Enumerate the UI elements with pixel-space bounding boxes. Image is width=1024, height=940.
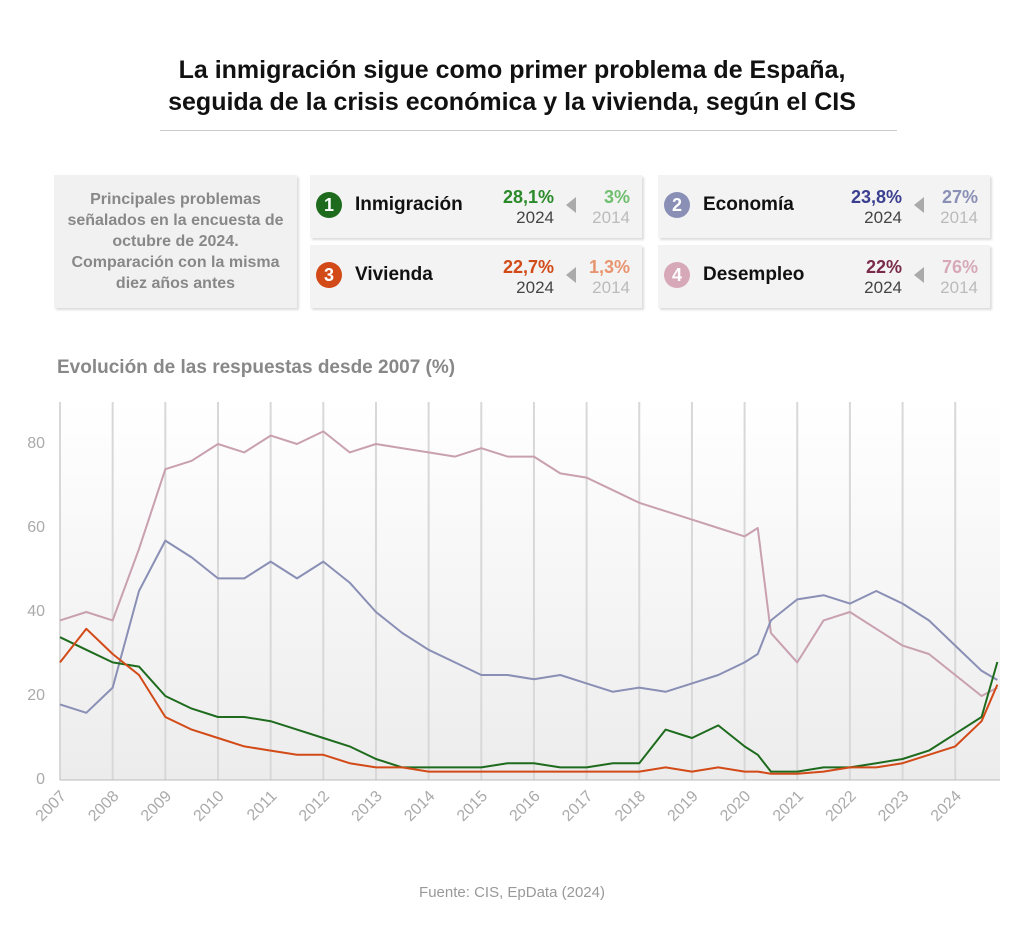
summary-card: 2 Economía 23,8% 2024 27% 2014 xyxy=(658,175,990,238)
current-value: 22,7% xyxy=(502,257,554,277)
current-value: 22% xyxy=(865,257,902,277)
previous-value: 76% xyxy=(941,257,978,277)
problem-name: Economía xyxy=(703,194,794,215)
x-tick-label: 2019 xyxy=(665,788,702,825)
problem-name: Desempleo xyxy=(703,264,805,285)
x-tick-label: 2021 xyxy=(770,788,807,825)
previous-year: 2014 xyxy=(940,278,978,297)
previous-year: 2014 xyxy=(592,208,630,227)
current-year: 2024 xyxy=(864,278,902,297)
summary-card: 4 Desempleo 22% 2024 76% 2014 xyxy=(658,245,990,308)
previous-year: 2014 xyxy=(940,208,978,227)
current-year: 2024 xyxy=(864,208,902,227)
arrow-icon xyxy=(566,197,576,213)
source: Fuente: CIS, EpData (2024) xyxy=(419,884,605,901)
x-tick-label: 2012 xyxy=(296,788,333,825)
y-tick-label: 20 xyxy=(27,687,45,704)
series-line xyxy=(59,627,999,775)
x-tick-label: 2009 xyxy=(138,788,175,825)
x-tick-label: 2008 xyxy=(85,788,122,825)
series-line xyxy=(59,430,998,697)
arrow-icon xyxy=(914,197,924,213)
y-tick-label: 80 xyxy=(27,435,45,452)
x-tick-label: 2017 xyxy=(559,788,596,825)
x-tick-label: 2010 xyxy=(191,788,228,825)
intro-text: Principales problemas señalados en la en… xyxy=(67,191,284,292)
x-tick-label: 2014 xyxy=(401,788,438,825)
current-year: 2024 xyxy=(516,208,554,227)
plot-area xyxy=(60,402,1000,780)
rank-badge: 3 xyxy=(316,262,342,288)
intro: Principales problemas señalados en la en… xyxy=(54,175,297,308)
x-tick-label: 2013 xyxy=(349,788,386,825)
x-tick-label: 2011 xyxy=(244,788,280,824)
x-tick-label: 2015 xyxy=(454,788,491,825)
previous-value: 27% xyxy=(941,187,978,207)
arrow-icon xyxy=(566,267,576,283)
x-tick-label: 2016 xyxy=(507,788,544,825)
title: seguida de la crisis económica y la vivi… xyxy=(168,88,856,116)
problem-name: Vivienda xyxy=(355,264,433,285)
x-tick-label: 2023 xyxy=(875,788,912,825)
x-tick-label: 2007 xyxy=(33,788,70,825)
current-value: 23,8% xyxy=(850,187,902,207)
x-tick-label: 2022 xyxy=(823,788,860,825)
summary-card: 3 Vivienda 22,7% 2024 1,3% 2014 xyxy=(310,245,642,308)
y-tick-label: 0 xyxy=(36,771,45,788)
x-tick-label: 2024 xyxy=(928,788,965,825)
rank-badge: 2 xyxy=(664,192,690,218)
y-tick-label: 40 xyxy=(27,603,45,620)
current-value: 28,1% xyxy=(502,187,554,207)
chart-title: Evolución de las respuestas desde 2007 (… xyxy=(57,357,456,378)
title: La inmigración sigue como primer problem… xyxy=(178,56,846,84)
y-tick-label: 60 xyxy=(27,519,45,536)
previous-value: 1,3% xyxy=(588,257,630,277)
chart: 2007 2008 2009 2010 2011 2012 2013 2014 2015 2016… xyxy=(27,402,1000,825)
arrow-icon xyxy=(914,267,924,283)
previous-year: 2014 xyxy=(592,278,630,297)
x-tick-label: 2020 xyxy=(717,788,754,825)
summary-card: 1 Inmigración 28,1% 2024 3% 2014 xyxy=(310,175,642,238)
current-year: 2024 xyxy=(516,278,554,297)
previous-value: 3% xyxy=(603,187,630,207)
rank-badge: 4 xyxy=(664,262,690,288)
x-tick-label: 2018 xyxy=(612,788,649,825)
rank-badge: 1 xyxy=(316,192,342,218)
divider xyxy=(160,130,897,131)
series-line xyxy=(59,539,998,714)
problem-name: Inmigración xyxy=(355,194,463,215)
